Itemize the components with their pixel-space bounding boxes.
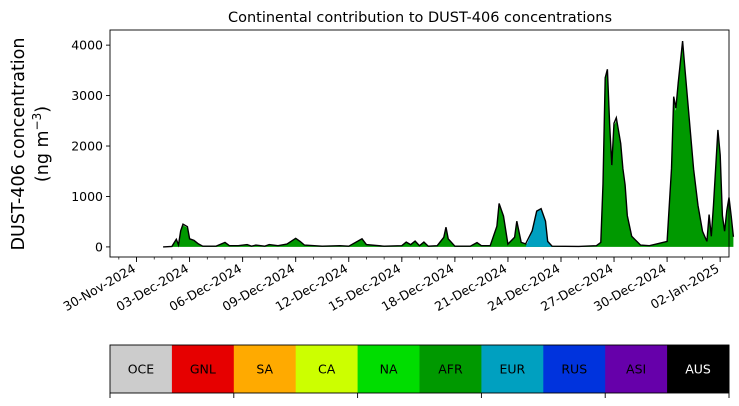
- legend-label-asi: ASI: [626, 362, 646, 377]
- legend-swatch-gnl: [171, 345, 235, 393]
- legend-label-aus: AUS: [685, 362, 711, 377]
- legend-label-gnl: GNL: [190, 362, 216, 377]
- y-tick-label: 1000: [71, 189, 103, 204]
- y-tick-label: 4000: [71, 38, 103, 53]
- series-layer: [163, 41, 735, 248]
- legend-swatch-sa: [233, 345, 297, 393]
- legend-swatch-asi: [605, 345, 668, 393]
- y-tick-label: 3000: [71, 88, 103, 103]
- legend-swatch-eur: [481, 345, 544, 393]
- y-axis-label: DUST-406 concentration (ng m−3): [9, 38, 53, 251]
- legend: OCE GNL SA CA NA AFR EUR RUS ASI AUS: [109, 344, 730, 398]
- legend-swatch-oce: [110, 345, 173, 393]
- legend-label-afr: AFR: [438, 362, 463, 377]
- legend-label-rus: RUS: [561, 362, 587, 377]
- chart-title: Continental contribution to DUST-406 con…: [228, 10, 612, 26]
- series-area-eur: [525, 209, 553, 247]
- y-axis-label-line2: (ng m−3): [30, 106, 53, 182]
- y-axis: 0 1000 2000 3000 4000: [71, 38, 110, 254]
- legend-swatch-ca: [295, 345, 359, 393]
- x-axis: 30-Nov-202403-Dec-202406-Dec-202409-Dec-…: [61, 257, 722, 314]
- y-tick-label: 2000: [71, 139, 103, 154]
- legend-label-sa: SA: [256, 362, 273, 377]
- legend-label-ca: CA: [318, 362, 336, 377]
- legend-swatch-afr: [419, 345, 482, 393]
- legend-swatch-aus: [667, 345, 730, 393]
- series-area-afr: [163, 45, 734, 247]
- legend-label-eur: EUR: [499, 362, 525, 377]
- legend-swatch-rus: [543, 345, 606, 393]
- y-tick-label: 0: [95, 239, 103, 254]
- y-axis-label-line1: DUST-406 concentration: [9, 38, 29, 251]
- legend-swatch-na: [357, 345, 420, 393]
- legend-label-na: NA: [380, 362, 398, 377]
- legend-label-oce: OCE: [128, 362, 155, 377]
- legend-frame: [109, 344, 730, 394]
- plot-frame: [109, 29, 730, 258]
- total-line: [163, 41, 735, 248]
